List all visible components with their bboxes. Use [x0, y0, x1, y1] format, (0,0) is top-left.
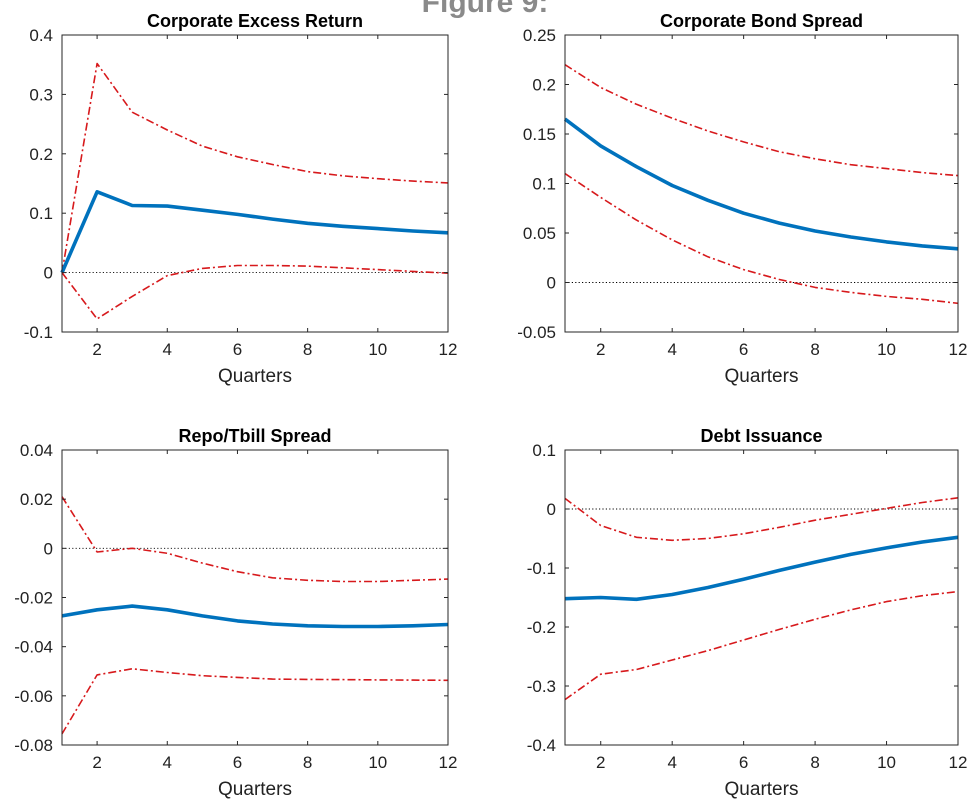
figure-title: Figure 9: — [421, 0, 549, 19]
y-tick-label: -0.2 — [527, 618, 556, 637]
upper-line — [61, 62, 449, 273]
x-tick-label: 6 — [233, 340, 242, 359]
lower-line — [61, 667, 449, 735]
y-tick-label: 0.3 — [29, 85, 53, 104]
chart-title: Repo/Tbill Spread — [178, 426, 331, 446]
y-tick-label: -0.08 — [14, 736, 53, 755]
x-axis-label: Quarters — [725, 366, 799, 387]
y-tick-label: -0.02 — [14, 589, 53, 608]
y-tick-label: 0.1 — [532, 441, 556, 460]
median-line — [60, 190, 449, 274]
x-tick-label: 6 — [233, 753, 242, 772]
x-tick-label: 10 — [877, 753, 896, 772]
chart-panel-2: 2 4 6 8 10 12 -0.05 0 0.05 0.1 0.15 0.2 0.25 Corporat… — [517, 11, 967, 387]
x-axis-label: Quarters — [218, 779, 292, 800]
y-tick-label: 0.1 — [532, 175, 556, 194]
lower-line — [564, 172, 959, 305]
x-axis-label: Quarters — [725, 779, 799, 800]
y-tick-label: 0 — [547, 500, 556, 519]
x-tick-label: 4 — [163, 340, 172, 359]
x-tick-label: 2 — [92, 340, 101, 359]
x-tick-label: 2 — [596, 340, 605, 359]
y-tick-label: 0.2 — [29, 145, 53, 164]
x-tick-label: 12 — [439, 753, 458, 772]
x-tick-label: 8 — [810, 340, 819, 359]
axes-box — [61, 34, 449, 333]
chart-panel-1: 2 4 6 8 10 12 -0.1 0 0.1 0.2 0.3 0.4 Corporate Exces… — [24, 11, 458, 387]
x-tick-label: 12 — [949, 753, 968, 772]
lower-line — [61, 264, 449, 320]
x-tick-label: 4 — [163, 753, 172, 772]
x-tick-label: 6 — [739, 753, 748, 772]
chart-panel-3: 2 4 6 8 10 12 -0.08 -0.06 -0.04 -0.02 0 0.02 0.04 Rep… — [14, 426, 457, 800]
x-tick-label: 6 — [739, 340, 748, 359]
median-line — [563, 117, 959, 251]
y-tick-label: 0 — [44, 264, 53, 283]
x-tick-label: 2 — [92, 753, 101, 772]
x-tick-label: 12 — [949, 340, 968, 359]
median-line — [564, 535, 959, 602]
y-tick-label: -0.3 — [527, 677, 556, 696]
x-axis-label: Quarters — [218, 366, 292, 387]
x-tick-label: 4 — [667, 340, 676, 359]
y-tick-label: 0.04 — [20, 441, 53, 460]
x-tick-label: 10 — [877, 340, 896, 359]
y-tick-label: 0.2 — [532, 76, 556, 95]
axes-box — [564, 449, 959, 746]
y-tick-label: -0.1 — [527, 559, 556, 578]
y-tick-label: 0.1 — [29, 204, 53, 223]
x-tick-label: 4 — [667, 753, 676, 772]
y-tick-label: 0.05 — [523, 224, 556, 243]
lower-line — [564, 590, 959, 701]
y-tick-label: 0.15 — [523, 125, 556, 144]
y-tick-label: 0.4 — [29, 26, 53, 45]
chart-title: Debt Issuance — [700, 426, 822, 446]
axes-box — [61, 449, 449, 746]
y-tick-label: 0.25 — [523, 26, 556, 45]
x-tick-label: 8 — [303, 753, 312, 772]
upper-line — [564, 497, 959, 542]
upper-line — [61, 496, 449, 583]
x-tick-label: 2 — [596, 753, 605, 772]
chart-title: Corporate Excess Return — [147, 11, 363, 31]
y-tick-label: -0.1 — [24, 323, 53, 342]
x-tick-label: 8 — [303, 340, 312, 359]
y-tick-label: -0.05 — [517, 323, 556, 342]
y-tick-label: -0.4 — [527, 736, 556, 755]
x-tick-label: 10 — [368, 753, 387, 772]
y-tick-label: -0.04 — [14, 638, 53, 657]
y-tick-label: -0.06 — [14, 687, 53, 706]
x-tick-label: 10 — [368, 340, 387, 359]
chart-title: Corporate Bond Spread — [660, 11, 863, 31]
y-tick-label: 0 — [547, 274, 556, 293]
chart-panel-4: 2 4 6 8 10 12 -0.4 -0.3 -0.2 -0.1 0 0.1 Debt Issuanc… — [527, 426, 968, 800]
median-line — [61, 604, 449, 629]
axes-box — [564, 34, 959, 333]
x-tick-label: 8 — [810, 753, 819, 772]
y-tick-label: 0.02 — [20, 490, 53, 509]
y-tick-label: 0 — [44, 539, 53, 558]
upper-line — [564, 64, 959, 177]
x-tick-label: 12 — [439, 340, 458, 359]
